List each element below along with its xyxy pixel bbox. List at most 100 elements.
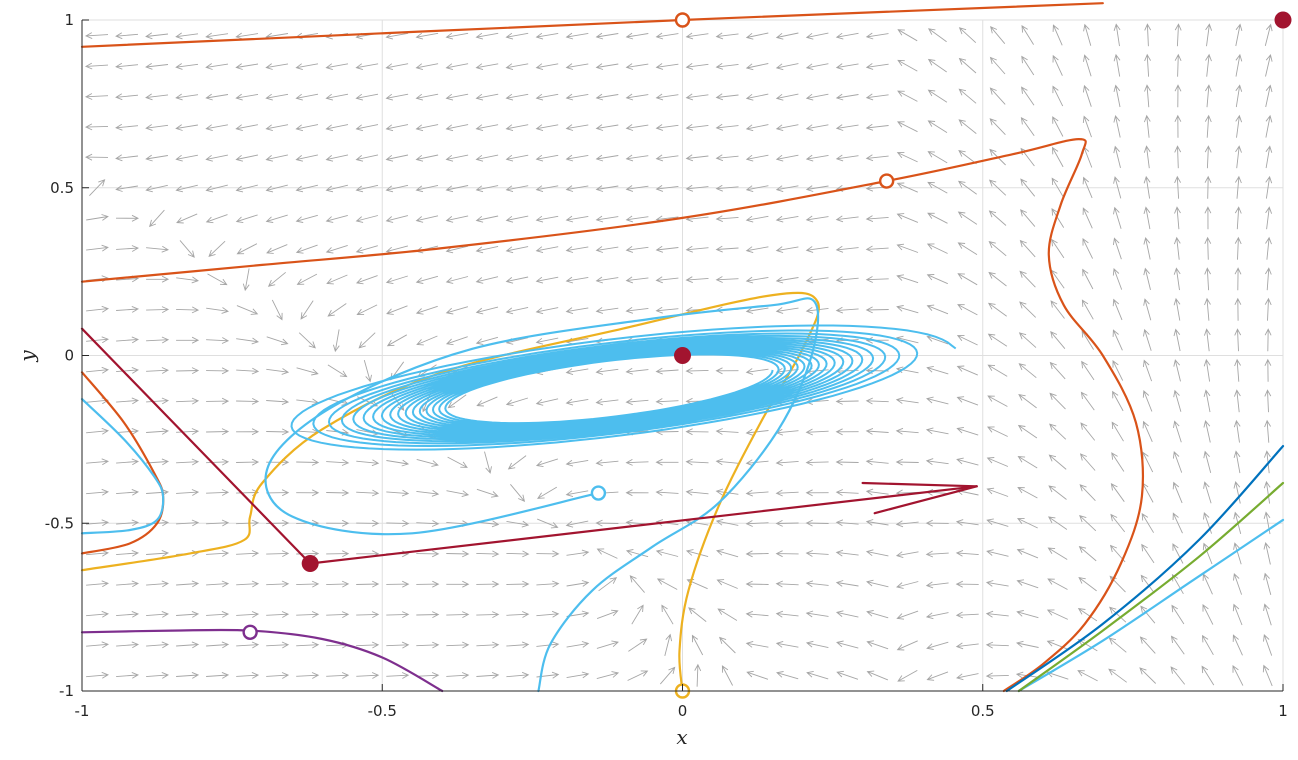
field-arrow — [475, 93, 499, 101]
field-arrow — [236, 398, 260, 405]
field-arrow — [1141, 543, 1155, 564]
trajectory-line — [80, 628, 444, 693]
field-arrow — [565, 398, 589, 406]
field-arrow — [266, 368, 290, 375]
trajectory-line — [80, 398, 165, 535]
field-arrow — [989, 87, 1006, 105]
field-arrow — [1018, 393, 1037, 409]
field-arrow — [325, 93, 349, 101]
field-arrow — [775, 307, 799, 314]
axes — [81, 19, 1284, 692]
field-arrow — [1049, 423, 1067, 440]
field-arrow — [1265, 84, 1273, 108]
field-arrow — [476, 611, 500, 618]
field-arrow — [146, 610, 169, 618]
field-arrow — [775, 580, 799, 588]
field-arrow — [655, 549, 679, 557]
y-tick-label: 0 — [64, 347, 74, 365]
field-arrow — [1050, 331, 1066, 349]
field-arrow — [505, 154, 529, 162]
field-arrow — [625, 185, 649, 192]
field-arrow — [416, 672, 440, 679]
field-arrow — [506, 671, 530, 679]
field-arrow — [146, 367, 169, 374]
field-arrow — [926, 243, 948, 254]
field-arrow — [175, 63, 199, 70]
field-arrow — [236, 458, 260, 466]
field-arrow — [565, 307, 589, 315]
field-arrow — [1144, 23, 1152, 47]
field-arrow — [176, 428, 200, 435]
field-arrow — [445, 276, 469, 284]
field-arrow — [327, 303, 347, 317]
field-arrow — [595, 459, 619, 467]
field-arrow — [1048, 485, 1067, 500]
field-arrow — [1173, 267, 1181, 291]
field-arrow — [1235, 53, 1243, 77]
field-arrow — [955, 580, 979, 588]
field-arrow — [235, 32, 259, 40]
field-arrow — [415, 275, 439, 284]
field-arrow — [475, 32, 499, 40]
field-arrow — [958, 57, 977, 74]
field-arrow — [685, 124, 709, 131]
field-arrow — [265, 154, 288, 162]
field-arrow — [327, 364, 348, 378]
field-arrow — [745, 640, 769, 648]
field-arrow — [296, 367, 319, 376]
field-arrow — [536, 641, 560, 649]
field-arrow — [1082, 84, 1092, 107]
field-arrow — [1142, 420, 1153, 442]
field-arrow — [835, 93, 859, 101]
field-arrow — [715, 154, 739, 162]
field-arrow — [596, 640, 619, 649]
field-arrow — [476, 641, 500, 649]
field-arrow — [476, 580, 500, 588]
open-marker — [242, 624, 258, 640]
field-arrow — [1139, 667, 1157, 684]
field-arrow — [1173, 328, 1181, 352]
field-arrow — [716, 549, 739, 558]
field-arrow — [565, 63, 589, 70]
field-arrow — [1048, 454, 1067, 470]
field-arrow — [987, 302, 1007, 317]
field-arrow — [146, 671, 169, 679]
field-arrow — [475, 154, 499, 162]
field-arrow — [685, 93, 709, 101]
field-arrow — [717, 608, 738, 621]
field-arrow — [897, 29, 918, 42]
field-arrow — [1143, 175, 1151, 199]
field-arrow — [446, 672, 470, 679]
field-arrow — [927, 120, 948, 133]
x-tick-label: 0.5 — [971, 702, 995, 720]
field-arrow — [1016, 548, 1039, 559]
field-arrow — [415, 184, 439, 193]
field-arrow — [176, 580, 200, 588]
field-arrow — [805, 489, 829, 497]
field-arrow — [688, 607, 707, 622]
field-arrow — [625, 276, 649, 284]
field-arrow — [661, 604, 674, 625]
field-arrow — [1235, 145, 1242, 169]
field-arrow — [595, 276, 619, 284]
field-arrow — [1021, 55, 1035, 76]
field-arrow — [206, 610, 230, 618]
field-arrow — [1265, 145, 1273, 169]
field-arrow — [955, 642, 979, 650]
field-arrow — [715, 276, 739, 283]
field-arrow — [1232, 634, 1243, 656]
field-arrow — [295, 154, 318, 162]
field-arrow — [896, 640, 918, 651]
field-arrow — [266, 641, 290, 649]
field-arrow — [596, 548, 618, 559]
field-arrow — [205, 214, 228, 224]
field-arrow — [1262, 664, 1273, 687]
field-arrow — [718, 636, 736, 654]
field-arrow — [655, 154, 679, 162]
field-arrow — [655, 185, 679, 192]
field-arrow — [1111, 421, 1124, 442]
field-arrow — [1079, 515, 1097, 532]
field-arrow — [1082, 238, 1094, 259]
field-arrow — [1018, 363, 1037, 379]
field-arrow — [86, 214, 109, 221]
